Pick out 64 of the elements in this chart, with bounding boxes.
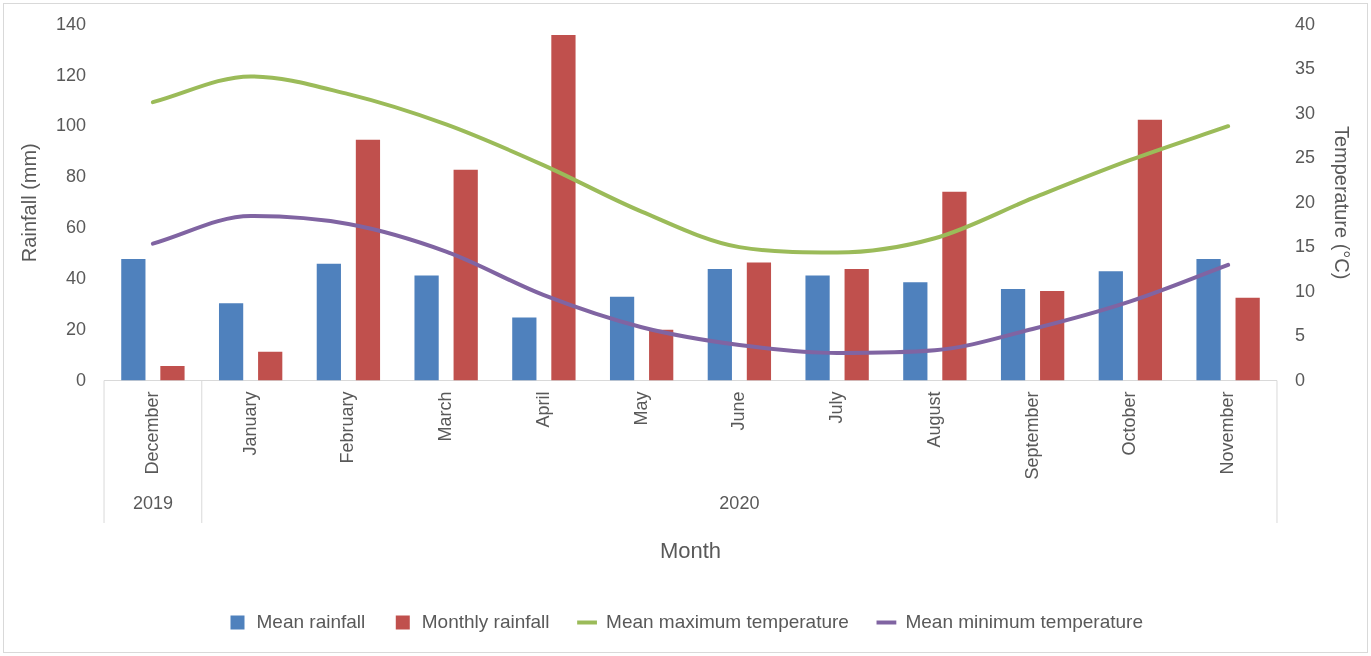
bar: [1098, 271, 1123, 381]
x-tick-label: September: [1021, 391, 1042, 480]
bar: [844, 269, 869, 381]
bar: [355, 139, 381, 381]
text: 2020: [719, 492, 760, 513]
bar: [1196, 259, 1221, 381]
bar: [805, 275, 830, 381]
y2-tick-label: 10: [1294, 280, 1316, 301]
bar: [121, 259, 146, 381]
y-tick-label: 20: [66, 318, 87, 339]
y2-tick-label: 20: [1294, 191, 1316, 212]
bar: [1137, 119, 1163, 381]
line-series: [150, 214, 1231, 355]
bar: [316, 263, 341, 381]
bar: [453, 169, 478, 381]
text: 2019: [132, 492, 173, 513]
bar: [258, 351, 283, 381]
y-tick-label: 0: [76, 369, 87, 390]
bar: [903, 282, 928, 381]
y2-tick-label: 35: [1294, 58, 1316, 79]
y-tick-label: 140: [55, 13, 87, 34]
y2-tick-label: 25: [1294, 147, 1316, 168]
bar: [707, 269, 732, 381]
x-tick-label: June: [728, 391, 749, 431]
bar: [160, 366, 185, 381]
y-tick-label: 60: [66, 217, 87, 238]
bar: [1040, 291, 1065, 381]
y2-axis-title: Temperature (°C): [1331, 125, 1354, 280]
x-tick-label: January: [239, 391, 260, 456]
legend-label: Mean rainfall: [256, 610, 366, 632]
x-tick-label: December: [141, 391, 162, 475]
x-tick-label: February: [337, 391, 358, 464]
bar: [746, 262, 772, 381]
bar: [1235, 297, 1260, 381]
x-tick-label: July: [826, 391, 847, 424]
bar: [551, 34, 576, 381]
bar: [414, 275, 439, 381]
bar: [218, 303, 244, 381]
bar: [512, 317, 537, 381]
y2-tick-label: 30: [1294, 102, 1316, 123]
y2-tick-label: 5: [1294, 325, 1305, 346]
bar: [649, 329, 674, 381]
y2-tick-label: 0: [1294, 369, 1305, 390]
bar: [942, 191, 967, 381]
y2-tick-label: 40: [1294, 13, 1316, 34]
x-tick-label: May: [630, 391, 651, 426]
bar: [609, 296, 635, 381]
x-tick-label: August: [923, 391, 944, 448]
y-tick-label: 40: [66, 267, 87, 288]
line-series: [150, 74, 1231, 255]
y-axis-title: Rainfall (mm): [17, 143, 40, 263]
legend-label: Monthly rainfall: [421, 610, 550, 632]
x-tick-label: April: [532, 391, 553, 428]
y-tick-label: 100: [55, 115, 87, 136]
legend-label: Mean maximum temperature: [606, 610, 849, 632]
legend-label: Mean minimum temperature: [905, 610, 1144, 632]
x-axis-title: Month: [659, 537, 722, 563]
x-tick-label: October: [1119, 391, 1140, 456]
y-tick-label: 120: [55, 64, 87, 85]
x-tick-label: March: [435, 391, 456, 442]
bar: [1000, 289, 1026, 381]
y2-tick-label: 15: [1294, 236, 1316, 257]
y-tick-label: 80: [66, 166, 87, 187]
x-tick-label: November: [1217, 391, 1238, 475]
